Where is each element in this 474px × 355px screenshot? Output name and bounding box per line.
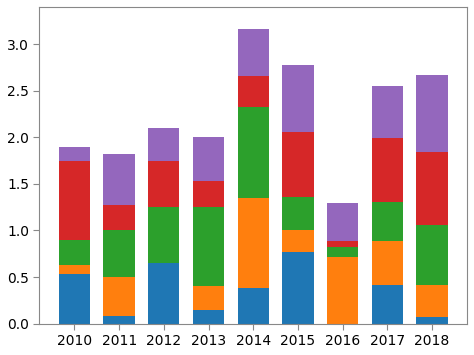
Bar <box>327 203 358 241</box>
Bar <box>327 257 358 324</box>
Bar <box>416 75 447 152</box>
Bar <box>103 154 135 205</box>
Bar <box>237 288 269 324</box>
Bar <box>372 284 403 324</box>
Bar <box>103 316 135 324</box>
Bar <box>103 205 135 230</box>
Bar <box>416 285 447 317</box>
Bar <box>282 230 313 252</box>
Bar <box>237 106 269 198</box>
Bar <box>282 252 313 324</box>
Bar <box>372 241 403 284</box>
Bar <box>416 152 447 225</box>
Bar <box>148 207 180 263</box>
Bar <box>193 207 224 286</box>
Bar <box>327 247 358 257</box>
Bar <box>148 263 180 324</box>
Bar <box>372 202 403 241</box>
Bar <box>372 86 403 138</box>
Bar <box>103 277 135 316</box>
Bar <box>148 128 180 160</box>
Bar <box>282 65 313 132</box>
Bar <box>193 181 224 207</box>
Bar <box>193 137 224 181</box>
Bar <box>103 230 135 277</box>
Bar <box>372 138 403 202</box>
Bar <box>416 225 447 285</box>
Bar <box>193 310 224 324</box>
Bar <box>59 274 90 324</box>
Bar <box>237 198 269 288</box>
Bar <box>282 132 313 197</box>
Bar <box>237 29 269 76</box>
Bar <box>282 197 313 230</box>
Bar <box>59 160 90 240</box>
Bar <box>59 240 90 265</box>
Bar <box>327 241 358 247</box>
Bar <box>59 147 90 160</box>
Bar <box>193 286 224 310</box>
Bar <box>148 160 180 207</box>
Bar <box>59 265 90 274</box>
Bar <box>416 317 447 324</box>
Bar <box>237 76 269 106</box>
